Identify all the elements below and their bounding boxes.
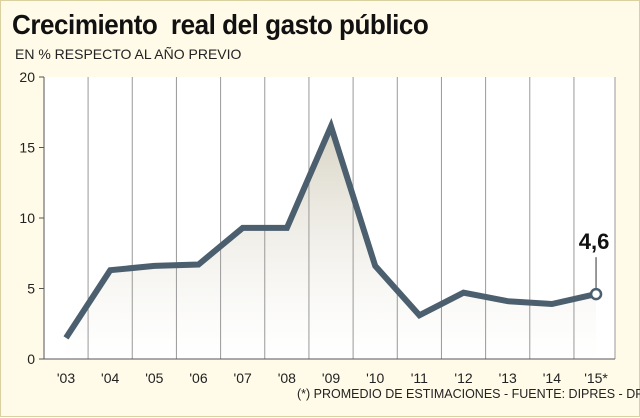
x-tick-label: '08	[278, 370, 296, 386]
y-tick-label: 10	[19, 210, 35, 226]
x-tick-label: '06	[189, 370, 207, 386]
y-tick-label: 0	[27, 351, 35, 367]
x-tick-label: '05	[145, 370, 163, 386]
x-tick-label: '15*	[584, 370, 608, 386]
annotation-marker	[589, 287, 603, 301]
y-tick-label: 15	[19, 140, 35, 156]
y-tick-label: 20	[19, 69, 35, 85]
x-tick-label: '11	[411, 370, 428, 386]
data-label: 4,6	[579, 229, 610, 254]
area-fill	[66, 126, 596, 360]
y-tick-label: 5	[27, 281, 35, 297]
x-tick-label: '09	[322, 370, 340, 386]
x-tick-label: '13	[499, 370, 517, 386]
x-tick-label: '14	[543, 370, 561, 386]
x-tick-label: '07	[234, 370, 252, 386]
chart-title: Crecimiento real del gasto público	[12, 9, 429, 40]
x-tick-label: '03	[57, 370, 75, 386]
chart-subtitle: EN % RESPECTO AL AÑO PREVIO	[15, 46, 242, 62]
x-tick-label: '04	[101, 370, 119, 386]
x-tick-label: '10	[366, 370, 384, 386]
x-tick-label: '12	[454, 370, 472, 386]
chart-footnote: (*) PROMEDIO DE ESTIMACIONES - FUENTE: D…	[297, 387, 640, 401]
series-line	[63, 117, 597, 340]
